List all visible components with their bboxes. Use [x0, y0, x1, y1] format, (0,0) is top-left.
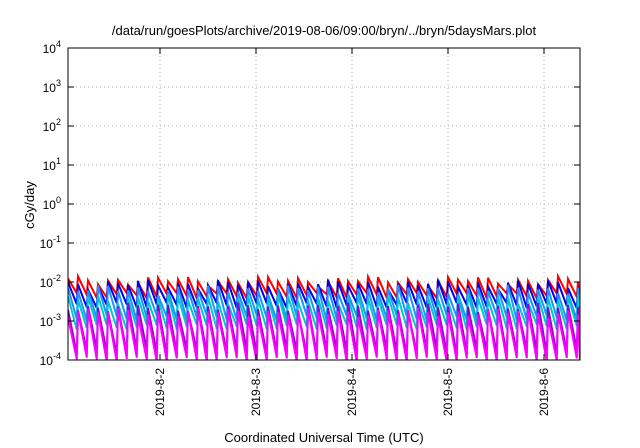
series-group — [68, 272, 580, 360]
x-tick-label: 2019-8-6 — [537, 368, 551, 416]
y-tick-label: 102 — [43, 117, 61, 134]
y-tick-label: 10-3 — [40, 312, 61, 329]
y-tick-label: 10-4 — [40, 351, 61, 368]
y-axis: 10-4 10-3 10-2 10-1 100 101 102 103 104 — [40, 39, 580, 368]
chart-title: /data/run/goesPlots/archive/2019-08-06/0… — [112, 23, 537, 38]
x-tick-label: 2019-8-4 — [345, 368, 359, 416]
series-line-1 — [68, 272, 580, 302]
y-tick-label: 100 — [43, 195, 61, 212]
x-tick-label: 2019-8-3 — [249, 368, 263, 416]
x-tick-label: 2019-8-2 — [153, 368, 167, 416]
x-tick-label: 2019-8-5 — [441, 368, 455, 416]
x-axis-label: Coordinated Universal Time (UTC) — [224, 430, 423, 445]
y-tick-label: 10-2 — [40, 273, 61, 290]
y-tick-label: 101 — [43, 156, 61, 173]
series-line-6 — [68, 307, 580, 360]
y-tick-label: 104 — [43, 39, 61, 56]
y-axis-label: cGy/day — [22, 181, 37, 229]
x-axis: 2019-8-2 2019-8-3 2019-8-4 2019-8-5 2019-8-6 — [153, 48, 551, 416]
y-tick-label: 10-1 — [40, 234, 61, 251]
y-tick-label: 103 — [43, 78, 61, 95]
